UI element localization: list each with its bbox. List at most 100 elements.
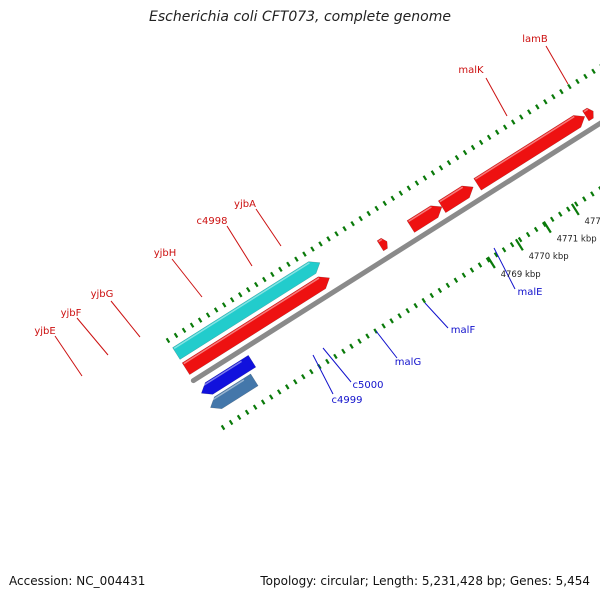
reverse-gene-label[interactable]: malE <box>518 287 543 298</box>
forward-minor-tick <box>422 175 428 181</box>
forward-minor-tick <box>591 68 596 75</box>
reverse-minor-tick <box>493 252 499 258</box>
forward-minor-tick <box>205 312 211 318</box>
forward-gene-label[interactable]: lamB <box>522 34 548 45</box>
forward-callout-line <box>226 225 253 267</box>
reverse-minor-tick <box>437 287 443 294</box>
forward-gene-arrow <box>437 185 474 214</box>
forward-minor-tick <box>262 276 267 283</box>
reverse-minor-tick <box>293 379 298 385</box>
reverse-minor-tick <box>445 282 451 289</box>
forward-gene-label[interactable]: yjbE <box>34 326 55 337</box>
forward-minor-tick <box>197 317 203 323</box>
forward-minor-tick <box>189 322 195 328</box>
forward-gene-label[interactable]: yjbH <box>154 248 177 259</box>
forward-callout-line <box>255 208 282 247</box>
map-title: Escherichia coli CFT073, complete genome <box>149 9 451 25</box>
forward-gene-label[interactable]: malK <box>458 65 484 76</box>
forward-minor-tick <box>382 200 388 207</box>
forward-minor-tick <box>334 231 339 237</box>
forward-tick-row <box>165 64 600 344</box>
genome-backbone <box>190 120 600 384</box>
reverse-gene-label[interactable]: c4999 <box>332 395 363 406</box>
reverse-minor-tick <box>574 201 579 207</box>
label-callouts: yjbE yjbF yjbG yjbH c4998 yjbA malK lamB c4999 c5… <box>34 34 569 406</box>
reverse-minor-tick <box>509 241 515 248</box>
reverse-minor-tick <box>244 409 250 415</box>
reverse-minor-tick <box>397 313 402 319</box>
forward-minor-tick <box>486 134 492 141</box>
reverse-minor-tick <box>566 206 571 212</box>
forward-minor-tick <box>165 337 171 344</box>
forward-minor-tick <box>575 78 580 85</box>
forward-minor-tick <box>502 124 508 130</box>
forward-gene-arrow <box>181 276 330 376</box>
reverse-minor-tick <box>525 231 531 238</box>
forward-gene-arrow-highlight <box>439 186 464 203</box>
forward-rna-arrow <box>172 261 321 360</box>
reverse-gene-label[interactable]: c5000 <box>353 380 384 391</box>
forward-gene-label[interactable]: yjbA <box>234 199 256 210</box>
reverse-gene-label[interactable]: malG <box>395 357 421 368</box>
forward-minor-tick <box>462 149 468 156</box>
genome-summary-text: Topology: circular; Length: 5,231,428 bp… <box>260 574 590 588</box>
forward-minor-tick <box>470 144 476 151</box>
forward-minor-tick <box>446 160 452 166</box>
forward-minor-tick <box>454 154 460 161</box>
scale-tick-label: 4772 kbp <box>585 217 600 227</box>
forward-minor-tick <box>398 190 404 196</box>
reverse-minor-tick <box>260 399 266 405</box>
forward-minor-tick <box>583 73 588 80</box>
reverse-minor-tick <box>453 277 459 283</box>
reverse-minor-tick <box>429 292 435 299</box>
forward-minor-tick <box>278 266 283 273</box>
forward-callout-line <box>110 300 141 338</box>
reverse-minor-tick <box>341 348 346 355</box>
reverse-minor-tick <box>236 414 242 421</box>
scale-tick-label: 4770 kbp <box>529 252 569 262</box>
reverse-minor-tick <box>582 196 587 202</box>
forward-minor-tick <box>326 236 331 242</box>
forward-gene-arrow-highlight <box>408 206 432 223</box>
forward-callout-line <box>54 335 83 377</box>
forward-callout-line <box>485 77 508 117</box>
reverse-callout-line <box>424 302 449 329</box>
reverse-callout-line <box>312 354 334 395</box>
scale-major-tick <box>542 221 552 234</box>
reverse-callout-line <box>493 247 516 290</box>
forward-gene-label[interactable]: c4998 <box>197 216 228 227</box>
forward-minor-tick <box>543 99 548 105</box>
reverse-minor-tick <box>477 262 483 268</box>
forward-minor-tick <box>310 246 315 252</box>
reverse-gene-arrow <box>201 354 257 395</box>
forward-minor-tick <box>414 180 420 186</box>
forward-minor-tick <box>494 129 500 135</box>
forward-minor-tick <box>510 119 516 125</box>
reverse-minor-tick <box>252 404 258 410</box>
forward-minor-tick <box>342 226 347 232</box>
forward-minor-tick <box>181 327 187 333</box>
forward-gene-arrow-highlight <box>583 108 589 113</box>
forward-gene-arrow-highlight <box>378 238 383 243</box>
forward-gene-label[interactable]: yjbF <box>61 308 82 319</box>
forward-minor-tick <box>535 104 540 110</box>
reverse-minor-tick <box>421 297 427 304</box>
reverse-gene-arrow-highlight <box>198 360 242 389</box>
reverse-minor-tick <box>268 394 274 400</box>
reverse-minor-tick <box>469 267 475 273</box>
forward-minor-tick <box>478 139 484 146</box>
reverse-minor-tick <box>373 328 378 334</box>
reverse-minor-tick <box>405 308 410 314</box>
forward-gene-arrow <box>376 237 388 252</box>
forward-minor-tick <box>374 205 379 212</box>
forward-gene-label[interactable]: yjbG <box>91 289 114 300</box>
scale-tick-label: 4769 kbp <box>501 270 541 280</box>
accession-text: Accession: NC_004431 <box>9 574 146 588</box>
reverse-minor-tick <box>349 343 354 349</box>
forward-minor-tick <box>551 94 556 100</box>
reverse-gene-label[interactable]: malF <box>451 325 476 336</box>
forward-minor-tick <box>229 297 235 303</box>
forward-callout-line <box>545 45 569 85</box>
